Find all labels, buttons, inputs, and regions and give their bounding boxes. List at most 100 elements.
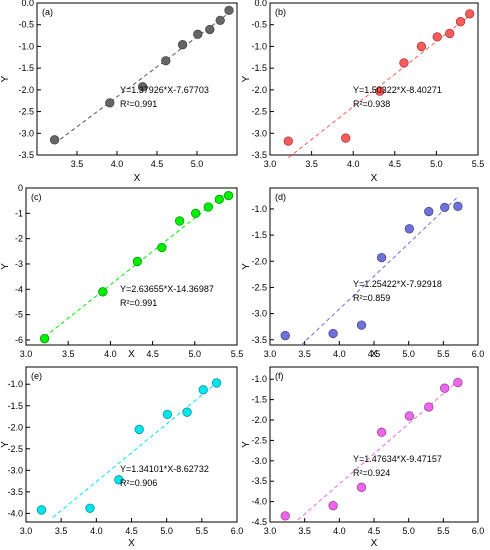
data-point [465,9,475,19]
y-tick-label: -1.5 [251,395,267,405]
data-point [114,475,124,485]
x-tick-label: 4.5 [368,526,381,536]
data-point [375,86,385,96]
x-axis-label: X [371,349,378,360]
x-tick-label: 5.5 [437,349,450,359]
x-tick-label: 3.0 [20,526,33,536]
y-tick-label: -1.5 [7,401,23,411]
fit-line [52,380,220,518]
y-axis-label: Y [0,75,11,82]
y-tick-label: -3.5 [18,150,34,160]
x-tick-label: 3.0 [264,159,277,169]
y-tick-label: -1.0 [18,41,34,51]
x-tick-label: 5.0 [402,349,415,359]
data-point [404,411,415,421]
data-point [105,98,115,108]
data-point [132,256,143,267]
x-tick-label: 4.0 [333,526,346,536]
y-tick-label: 0 [18,183,23,193]
y-tick-label: -2 [15,234,23,244]
data-point [214,194,224,205]
fit-equation: Y=1.47634*X-9.47157 [353,454,442,464]
x-tick-label: 5.0 [430,159,443,169]
y-tick-label: -2.0 [251,256,267,266]
data-point [157,242,167,253]
x-tick-label: 5.5 [472,159,485,169]
data-point [416,41,427,52]
data-point [432,32,442,42]
data-point [49,135,60,145]
fit-line [300,197,458,346]
data-point [198,385,208,395]
data-point [161,56,171,66]
y-tick-label: -1.5 [251,230,267,240]
x-axis-label: X [128,538,135,549]
x-tick-label: 3.5 [62,349,75,359]
fit-equation: Y=2.63655*X-14.36987 [120,284,214,294]
y-tick-label: -2.0 [7,422,23,432]
data-point [404,224,415,234]
data-point [190,208,201,218]
panel-c: 3.0 3.5 4.0 4.5 5.0 5.5 0 -1 -2 -3 -4 -5 -6 X Y (c) Y=2.… [0,183,243,360]
y-tick-label: -2.5 [251,435,267,445]
y-tick-label: -4 [15,284,23,294]
y-tick-label: 0.0 [21,0,34,8]
panel-label: (f) [275,371,284,381]
x-tick-label: 4.5 [368,349,381,359]
x-tick-label: 3.5 [298,526,311,536]
fit-line [54,12,230,144]
data-point [182,407,192,417]
y-tick-label: -3.5 [251,476,267,486]
x-axis-label: X [371,173,378,184]
y-tick-label: -2.5 [7,444,23,454]
x-tick-label: 5.5 [437,526,450,536]
data-point [440,202,450,213]
data-point [39,334,50,344]
x-tick-label: 3.5 [55,526,68,536]
y-tick-label: -1.0 [251,204,267,214]
data-point [174,216,185,226]
x-tick-label: 3.5 [298,349,311,359]
plot-frame [36,2,238,156]
data-point [424,402,434,412]
fit-equation: Y=1.25422*X-7.92918 [353,279,442,289]
y-axis-label: Y [0,263,11,270]
y-tick-label: -1.0 [251,41,267,51]
panel-label: (a) [42,7,53,17]
x-tick-label: 4.0 [347,159,360,169]
data-point [440,383,450,393]
data-point [453,377,463,388]
y-tick-label: -4.0 [7,508,23,518]
data-point [424,206,434,217]
plot-frame [269,187,479,346]
data-point [453,201,463,211]
r-squared: R²=0.859 [353,293,390,303]
x-axis-label: X [134,173,141,184]
x-axis-label: X [371,538,378,549]
data-point [328,501,338,511]
y-tick-label: -3.0 [251,128,267,138]
r-squared: R²=0.938 [353,99,390,109]
y-tick-label: 0.0 [254,0,267,8]
data-point [328,328,338,339]
data-point [224,5,234,16]
plot-frame [269,2,479,156]
x-tick-label: 4.0 [111,159,124,169]
data-point [280,511,290,521]
y-tick-label: -3.5 [251,150,267,160]
data-point [283,136,293,146]
panel-a: 3.5 4.0 4.5 5.0 0.0 -0.5 -1.0 -1.5 -2.0 -2.5 -3.0 -… [0,0,238,184]
y-tick-label: -2.5 [251,282,267,292]
fit-equation: Y=1.37926*X-7.67703 [120,85,209,95]
panel-label: (d) [275,192,286,202]
data-point [341,133,351,143]
y-axis-label: Y [0,441,11,448]
y-tick-label: -3.5 [7,487,23,497]
y-tick-label: -3.0 [18,128,34,138]
y-tick-label: -6 [15,335,23,345]
y-tick-label: -1.5 [251,63,267,73]
x-tick-label: 6.0 [472,349,485,359]
x-tick-label: 3.0 [264,349,277,359]
plot-frame [25,187,238,346]
data-point [205,24,215,35]
